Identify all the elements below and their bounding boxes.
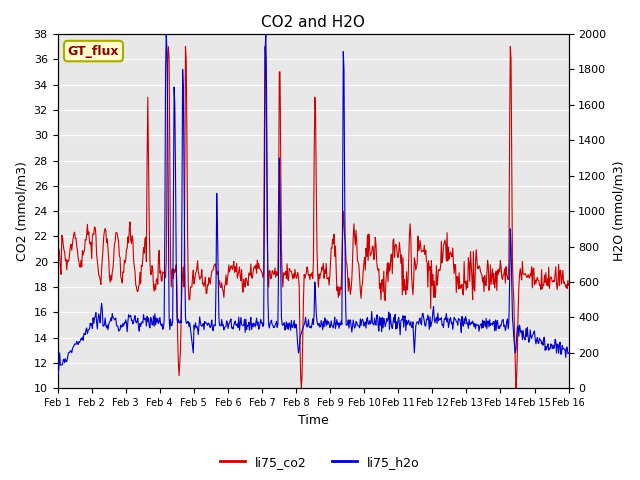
Y-axis label: CO2 (mmol/m3): CO2 (mmol/m3) (15, 161, 28, 261)
Y-axis label: H2O (mmol/m3): H2O (mmol/m3) (612, 161, 625, 262)
X-axis label: Time: Time (298, 414, 328, 427)
Title: CO2 and H2O: CO2 and H2O (261, 15, 365, 30)
Text: GT_flux: GT_flux (68, 45, 119, 58)
Legend: li75_co2, li75_h2o: li75_co2, li75_h2o (215, 451, 425, 474)
